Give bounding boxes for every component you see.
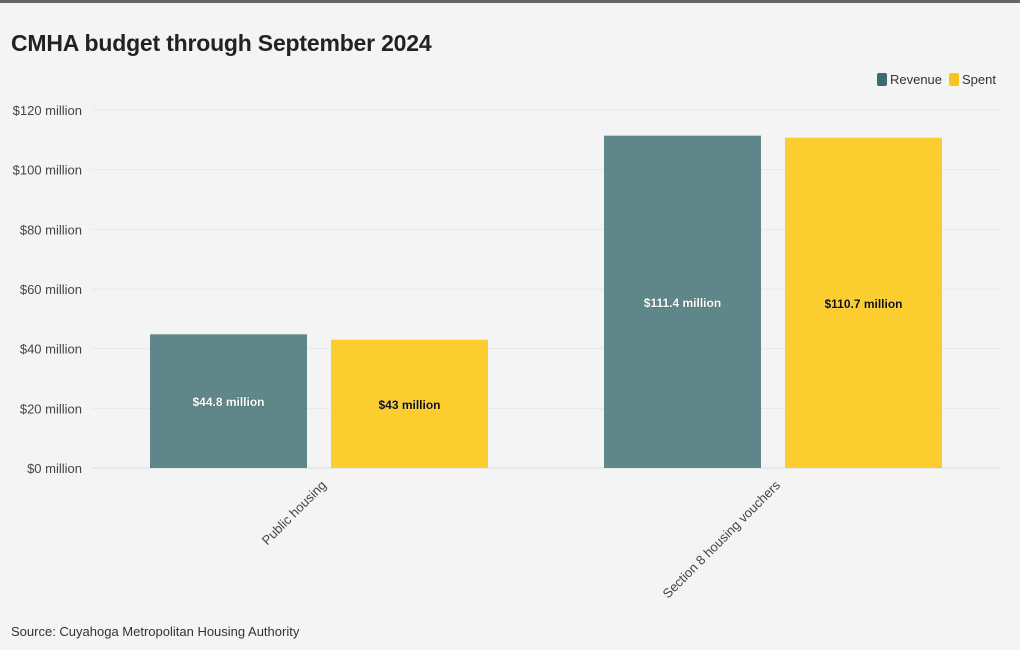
data-label: $44.8 million — [192, 395, 264, 409]
legend-label-spent: Spent — [962, 72, 996, 87]
legend-item-spent: Spent — [949, 72, 996, 87]
y-tick-label: $20 million — [20, 401, 82, 416]
y-tick-label: $40 million — [20, 342, 82, 357]
legend: Revenue Spent — [870, 72, 996, 87]
data-label: $110.7 million — [824, 297, 902, 311]
y-tick-label: $60 million — [20, 282, 82, 297]
bar-chart: $0 million $20 million $40 million $60 mill… — [13, 103, 1000, 601]
data-label: $111.4 million — [644, 296, 721, 310]
chart-title: CMHA budget through September 2024 — [11, 30, 432, 56]
legend-label-revenue: Revenue — [889, 72, 943, 87]
legend-swatch-spent — [949, 73, 960, 86]
y-tick-label: $80 million — [20, 222, 82, 237]
x-tick-label: Section 8 housing vouchers — [660, 477, 784, 601]
x-tick-label: Public housing — [259, 478, 329, 548]
data-label: $43 million — [378, 398, 440, 412]
y-tick-label: $120 million — [13, 103, 82, 118]
bar-spent-1 — [785, 137, 942, 468]
source-note: Source: Cuyahoga Metropolitan Housing Au… — [11, 624, 300, 639]
bar-spent-0 — [331, 339, 488, 468]
legend-item-revenue: Revenue — [876, 72, 943, 87]
y-tick-label: $0 million — [27, 461, 82, 476]
legend-swatch-revenue — [876, 73, 887, 86]
bar-revenue-1 — [604, 135, 761, 468]
y-tick-label: $100 million — [13, 163, 82, 178]
top-rule — [0, 0, 1020, 3]
bar-revenue-0 — [150, 334, 307, 468]
